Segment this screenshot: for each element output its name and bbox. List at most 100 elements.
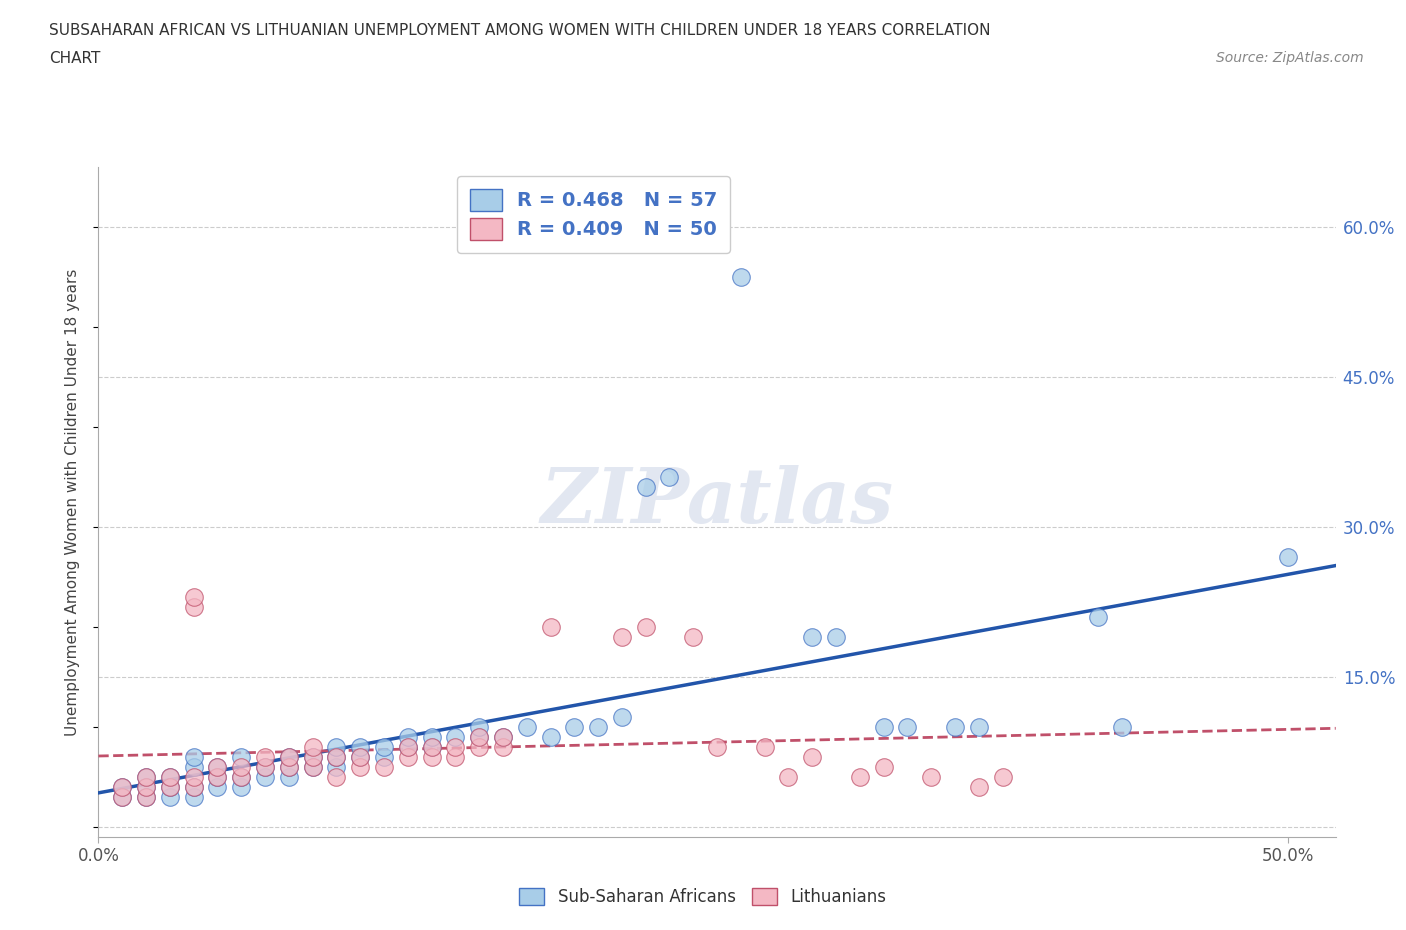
Point — [610, 710, 633, 724]
Point — [920, 770, 942, 785]
Point — [183, 770, 205, 785]
Point — [253, 750, 276, 764]
Point — [231, 770, 253, 785]
Point — [492, 730, 515, 745]
Point — [468, 720, 491, 735]
Point — [135, 770, 157, 785]
Point — [373, 739, 395, 754]
Point — [207, 760, 229, 775]
Point — [586, 720, 609, 735]
Point — [183, 600, 205, 615]
Point — [1277, 550, 1299, 565]
Text: CHART: CHART — [49, 51, 101, 66]
Point — [301, 750, 323, 764]
Point — [778, 770, 800, 785]
Point — [396, 739, 419, 754]
Point — [111, 779, 134, 794]
Point — [991, 770, 1014, 785]
Text: Source: ZipAtlas.com: Source: ZipAtlas.com — [1216, 51, 1364, 65]
Point — [253, 770, 276, 785]
Point — [325, 770, 347, 785]
Text: ZIPatlas: ZIPatlas — [540, 465, 894, 539]
Point — [444, 730, 467, 745]
Point — [444, 739, 467, 754]
Point — [396, 730, 419, 745]
Point — [135, 770, 157, 785]
Point — [349, 760, 371, 775]
Point — [301, 760, 323, 775]
Point — [277, 760, 299, 775]
Point — [159, 770, 181, 785]
Point — [872, 720, 894, 735]
Point — [325, 750, 347, 764]
Point — [373, 750, 395, 764]
Point — [492, 739, 515, 754]
Point — [396, 750, 419, 764]
Point — [111, 779, 134, 794]
Legend: R = 0.468   N = 57, R = 0.409   N = 50: R = 0.468 N = 57, R = 0.409 N = 50 — [457, 177, 730, 253]
Point — [849, 770, 872, 785]
Point — [207, 779, 229, 794]
Point — [183, 760, 205, 775]
Point — [396, 739, 419, 754]
Point — [967, 779, 990, 794]
Point — [159, 779, 181, 794]
Point — [159, 779, 181, 794]
Point — [183, 790, 205, 804]
Point — [231, 750, 253, 764]
Point — [135, 779, 157, 794]
Point — [111, 790, 134, 804]
Point — [634, 619, 657, 634]
Point — [468, 739, 491, 754]
Point — [253, 760, 276, 775]
Point — [135, 790, 157, 804]
Point — [468, 730, 491, 745]
Point — [349, 739, 371, 754]
Point — [682, 630, 704, 644]
Point — [540, 619, 562, 634]
Point — [872, 760, 894, 775]
Point — [207, 770, 229, 785]
Point — [325, 739, 347, 754]
Point — [540, 730, 562, 745]
Point — [634, 480, 657, 495]
Point — [111, 790, 134, 804]
Point — [207, 760, 229, 775]
Point — [373, 760, 395, 775]
Point — [183, 590, 205, 604]
Point — [159, 790, 181, 804]
Point — [301, 739, 323, 754]
Point — [183, 779, 205, 794]
Text: SUBSAHARAN AFRICAN VS LITHUANIAN UNEMPLOYMENT AMONG WOMEN WITH CHILDREN UNDER 18: SUBSAHARAN AFRICAN VS LITHUANIAN UNEMPLO… — [49, 23, 991, 38]
Point — [349, 750, 371, 764]
Point — [492, 730, 515, 745]
Point — [135, 779, 157, 794]
Y-axis label: Unemployment Among Women with Children Under 18 years: Unemployment Among Women with Children U… — [65, 269, 80, 736]
Point — [349, 750, 371, 764]
Point — [444, 750, 467, 764]
Point — [658, 470, 681, 485]
Point — [277, 750, 299, 764]
Point — [610, 630, 633, 644]
Point — [754, 739, 776, 754]
Point — [420, 750, 443, 764]
Point — [730, 270, 752, 285]
Point — [801, 750, 824, 764]
Point — [277, 750, 299, 764]
Point — [896, 720, 918, 735]
Legend: Sub-Saharan Africans, Lithuanians: Sub-Saharan Africans, Lithuanians — [513, 881, 893, 912]
Point — [801, 630, 824, 644]
Point — [706, 739, 728, 754]
Point — [183, 779, 205, 794]
Point — [301, 760, 323, 775]
Point — [468, 730, 491, 745]
Point — [231, 779, 253, 794]
Point — [325, 760, 347, 775]
Point — [301, 750, 323, 764]
Point — [420, 739, 443, 754]
Point — [325, 750, 347, 764]
Point — [207, 770, 229, 785]
Point — [253, 760, 276, 775]
Point — [231, 760, 253, 775]
Point — [943, 720, 966, 735]
